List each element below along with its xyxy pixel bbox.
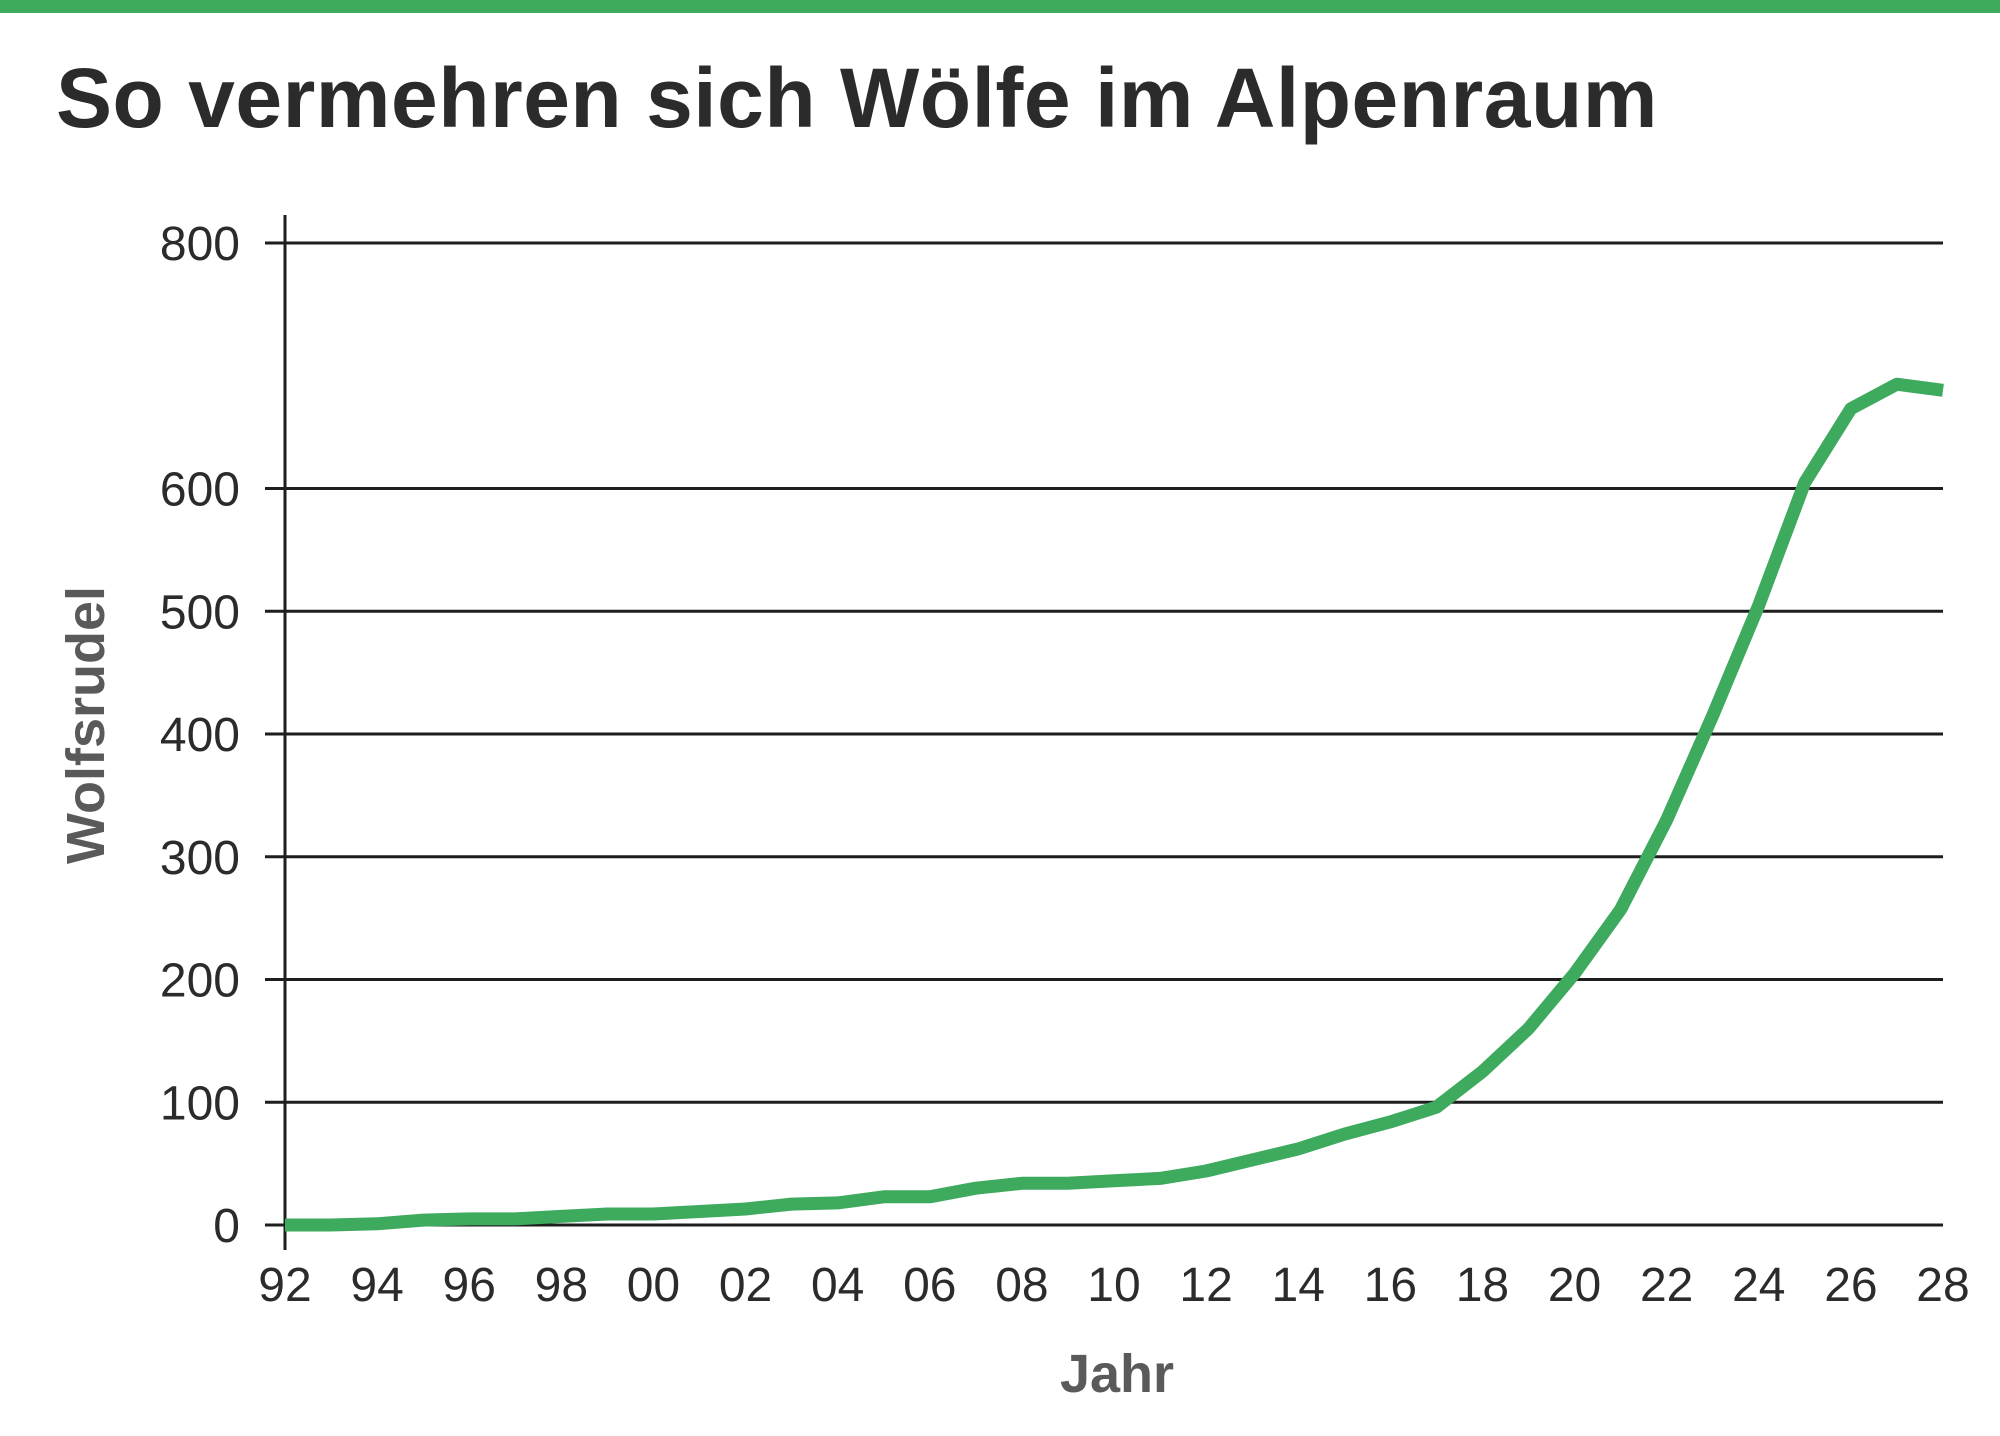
x-tick-label: 00 (627, 1259, 680, 1312)
x-tick-label: 12 (1179, 1259, 1232, 1312)
x-tick-label: 26 (1824, 1259, 1877, 1312)
y-tick-labels: 0 100 200 300 400 500 600 800 (160, 218, 240, 1253)
x-tick-label: 04 (811, 1259, 864, 1312)
x-tick-label: 94 (350, 1259, 403, 1312)
x-axis-title: Jahr (1060, 1344, 1174, 1404)
chart-title: So vermehren sich Wölfe im Alpenraum (56, 51, 1658, 145)
y-tick-label: 500 (160, 586, 240, 639)
x-tick-label: 92 (258, 1259, 311, 1312)
x-tick-label: 98 (535, 1259, 588, 1312)
y-axis-title: Wolfsrudel (56, 586, 116, 864)
x-tick-label: 16 (1364, 1259, 1417, 1312)
series-line-0 (285, 377, 1944, 1232)
y-tick-label: 400 (160, 709, 240, 762)
x-tick-label: 02 (719, 1259, 772, 1312)
x-tick-label: 14 (1272, 1259, 1325, 1312)
y-tick-label: 0 (213, 1200, 240, 1253)
series-group (285, 377, 1944, 1232)
x-tick-label: 18 (1456, 1259, 1509, 1312)
x-tick-label: 96 (443, 1259, 496, 1312)
x-tick-labels: 92 94 96 98 00 02 04 06 08 10 12 14 16 18 20 22 24 26 28 (258, 1259, 1969, 1312)
y-tick-label: 600 (160, 464, 240, 517)
x-tick-label: 24 (1732, 1259, 1785, 1312)
y-tick-label: 300 (160, 832, 240, 885)
gridlines (265, 241, 1943, 1227)
x-tick-label: 10 (1087, 1259, 1140, 1312)
y-tick-label: 200 (160, 955, 240, 1008)
x-tick-label: 22 (1640, 1259, 1693, 1312)
x-tick-label: 28 (1916, 1259, 1969, 1312)
top-accent-bar (0, 0, 2000, 13)
x-tick-label: 20 (1548, 1259, 1601, 1312)
y-tick-label: 800 (160, 218, 240, 271)
y-tick-label: 100 (160, 1077, 240, 1130)
x-tick-label: 08 (995, 1259, 1048, 1312)
x-tick-label: 06 (903, 1259, 956, 1312)
